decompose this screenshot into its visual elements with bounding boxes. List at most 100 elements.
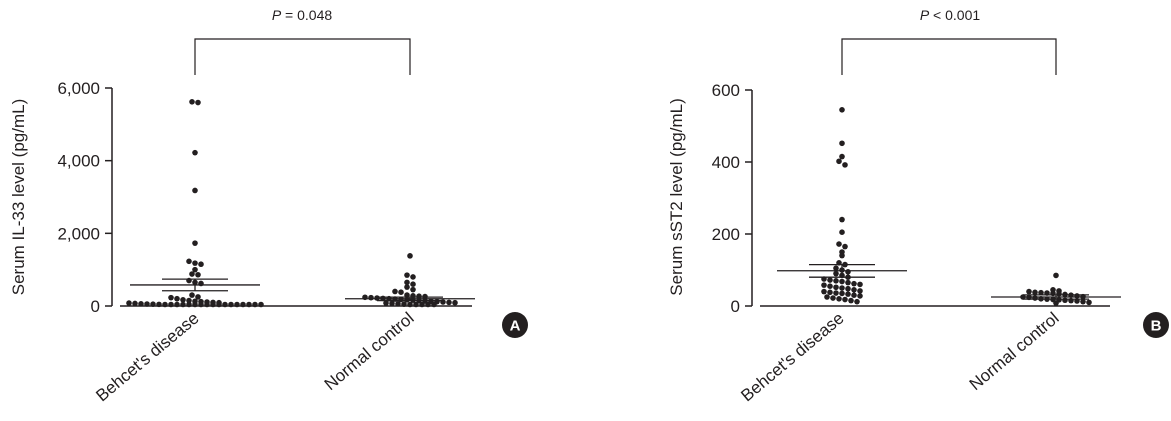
panel-b-point <box>842 243 848 250</box>
panel-b-point <box>1056 290 1062 297</box>
panel-a-y-tick-label: 0 <box>91 297 100 316</box>
panel-b-point <box>1080 298 1086 305</box>
panel-a-point <box>126 300 132 306</box>
panel-a-point <box>195 99 201 106</box>
panel-a-point <box>192 240 198 246</box>
panel-b-point <box>1086 299 1092 306</box>
panel-a-point <box>398 289 404 295</box>
panel-a-point <box>228 301 234 308</box>
panel-b-point <box>1053 300 1059 306</box>
panel-a-point <box>210 301 216 308</box>
panel-a-point <box>195 294 201 300</box>
panel-a-y-axis-title: Serum IL-33 level (pg/mL) <box>9 99 28 296</box>
panel-a-point <box>192 260 198 266</box>
panel-a-point <box>192 149 198 156</box>
panel-b-point <box>1062 297 1068 304</box>
panel-a-significance-bracket <box>194 38 411 75</box>
panel-b-point <box>857 288 863 294</box>
panel-b-point <box>839 107 845 113</box>
panel-b-point <box>842 296 848 303</box>
panel-b-letter: B <box>1151 318 1162 335</box>
panel-a-y-tick-label: 6,000 <box>57 79 100 98</box>
panel-a-category-control: Normal control <box>321 309 418 395</box>
panel-a-point <box>389 300 395 307</box>
panel-b-significance-bracket <box>841 38 1057 75</box>
panel-b-point <box>833 284 839 291</box>
panel-b-point <box>845 285 851 292</box>
panel-a-point <box>186 297 192 304</box>
panel-a-point <box>192 266 198 273</box>
panel-b-point <box>1026 288 1032 295</box>
panel-b-point <box>827 289 833 296</box>
panel-a-mean-sem <box>130 278 475 302</box>
panel-b-point <box>836 158 842 165</box>
panel-b-point <box>857 293 863 299</box>
panel-a-letter: A <box>510 318 521 335</box>
panel-b-point <box>1074 293 1080 299</box>
panel-b-y-tick-label: 600 <box>712 81 740 100</box>
panel-b-point <box>839 229 845 235</box>
panel-a-point <box>186 301 192 308</box>
panel-a-point <box>174 301 180 308</box>
panel-a-point <box>258 301 264 308</box>
panel-a-point <box>234 301 240 308</box>
panel-b-point <box>845 279 851 286</box>
panel-b: P < 0.001 Serum sST2 level (pg/mL) 0 200 4… <box>667 7 1169 405</box>
panel-a-point <box>186 258 192 265</box>
panel-a-point <box>410 286 416 293</box>
panel-b-point <box>848 297 854 304</box>
panel-a-badge-circle <box>502 312 528 338</box>
panel-a-point <box>189 271 195 277</box>
panel-a-point <box>168 294 174 301</box>
panel-b-point <box>839 285 845 291</box>
panel-b-point <box>1032 295 1038 301</box>
panel-b-y-ticks: 0 200 400 600 <box>712 81 752 316</box>
panel-b-category-control: Normal control <box>966 309 1063 395</box>
panel-b-point <box>836 296 842 302</box>
panel-b-point <box>821 288 827 295</box>
panel-b-y-tick-label: 400 <box>712 153 740 172</box>
panel-b-point <box>830 295 836 301</box>
panel-b-point <box>839 153 845 160</box>
panel-a-point <box>144 301 150 307</box>
panel-a-point <box>216 301 222 308</box>
panel-b-point <box>854 298 860 305</box>
panel-a-point <box>192 301 198 308</box>
panel-a-point <box>246 301 252 308</box>
panel-a-p-value: P = 0.048 <box>272 7 333 23</box>
panel-b-p-value: P < 0.001 <box>920 7 981 23</box>
panel-a-point <box>446 299 452 306</box>
panel-a-point <box>132 300 138 307</box>
panel-b-point <box>1038 289 1044 296</box>
panel-b-mean-sem <box>777 263 1121 300</box>
panel-b-point <box>839 140 845 147</box>
panel-b-point <box>833 290 839 296</box>
panel-a-point <box>383 300 389 306</box>
panel-a-point <box>407 301 413 308</box>
panel-b-point <box>827 283 833 290</box>
panel-a-point <box>198 301 204 308</box>
panel-b-points <box>821 107 1092 306</box>
panel-b-point <box>836 241 842 247</box>
panel-b-y-axis-title: Serum sST2 level (pg/mL) <box>667 98 686 295</box>
panel-a-y-ticks: 0 2,000 4,000 6,000 <box>57 79 112 316</box>
panel-a-point <box>192 187 198 194</box>
panel-a-point <box>404 284 410 290</box>
panel-a-point <box>392 288 398 295</box>
panel-a-point <box>404 272 410 278</box>
panel-a-point <box>368 294 374 301</box>
panel-b-point <box>857 281 863 288</box>
panel-b-point <box>851 287 857 293</box>
panel-b-point <box>1053 272 1059 279</box>
panel-a-point <box>189 99 195 105</box>
panel-a-point <box>404 279 410 286</box>
panel-b-point <box>839 290 845 297</box>
panel-b-y-tick-label: 200 <box>712 225 740 244</box>
panel-a-point <box>162 301 168 308</box>
panel-b-point <box>827 277 833 283</box>
panel-a-point <box>431 301 437 308</box>
panel-b-category-behcet: Behcet's disease <box>737 309 847 406</box>
panel-a-point <box>198 261 204 268</box>
panel-b-point <box>821 282 827 288</box>
